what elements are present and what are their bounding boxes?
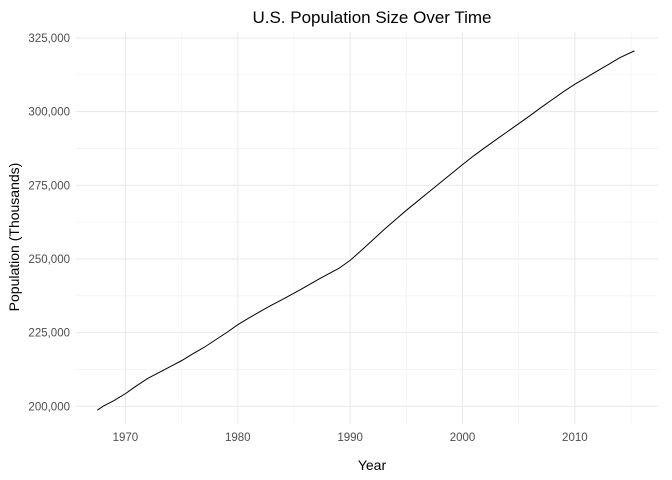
x-tick-label: 1990	[337, 432, 363, 444]
x-tick-label: 2000	[450, 432, 476, 444]
y-axis-tick-labels: 200,000 225,000 250,000 275,000 300,000 325,0…	[28, 33, 70, 413]
x-tick-label: 2010	[562, 432, 588, 444]
y-tick-label: 275,000	[28, 180, 70, 192]
series	[97, 50, 635, 411]
y-tick-label: 250,000	[28, 254, 70, 266]
y-tick-label: 300,000	[28, 107, 70, 119]
x-axis-tick-labels: 1970 1980 1990 2000 2010	[113, 432, 588, 444]
y-axis-title: Population (Thousands)	[6, 163, 22, 312]
x-tick-label: 1980	[225, 432, 251, 444]
y-tick-label: 325,000	[28, 33, 70, 45]
grid	[76, 32, 658, 424]
population-line	[97, 50, 635, 411]
y-tick-label: 200,000	[28, 401, 70, 413]
y-tick-label: 225,000	[28, 328, 70, 340]
x-axis-title: Year	[358, 457, 387, 473]
x-tick-label: 1970	[113, 432, 139, 444]
chart-title: U.S. Population Size Over Time	[252, 8, 491, 27]
